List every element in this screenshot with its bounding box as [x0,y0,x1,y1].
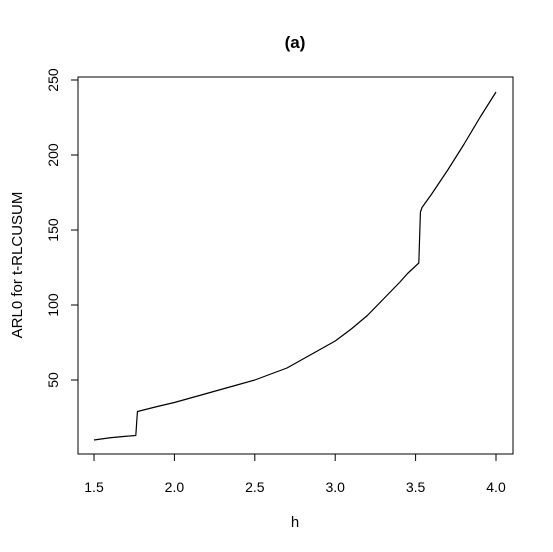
y-tick-label: 150 [45,218,61,242]
x-tick-label: 1.5 [84,479,104,495]
y-axis-label: ARL0 for t-RLCUSUM [9,192,26,339]
y-tick-label: 50 [45,372,61,388]
series-line [93,91,497,441]
x-tick-label: 4.0 [486,479,506,495]
chart-title: (a) [285,33,306,52]
x-axis: 1.5 2.0 2.5 3.0 3.5 4.0 [84,453,506,495]
y-tick-label: 100 [45,293,61,317]
x-tick-label: 2.5 [245,479,265,495]
plot-frame [77,76,514,455]
y-tick-label: 200 [45,143,61,167]
y-axis: 50 100 150 200 250 [45,68,79,388]
x-tick-label: 2.0 [165,479,185,495]
x-tick-label: 3.0 [325,479,345,495]
x-tick-label: 3.5 [406,479,426,495]
y-tick-label: 250 [45,68,61,92]
x-axis-label: h [291,514,299,531]
series-layer [93,91,497,441]
